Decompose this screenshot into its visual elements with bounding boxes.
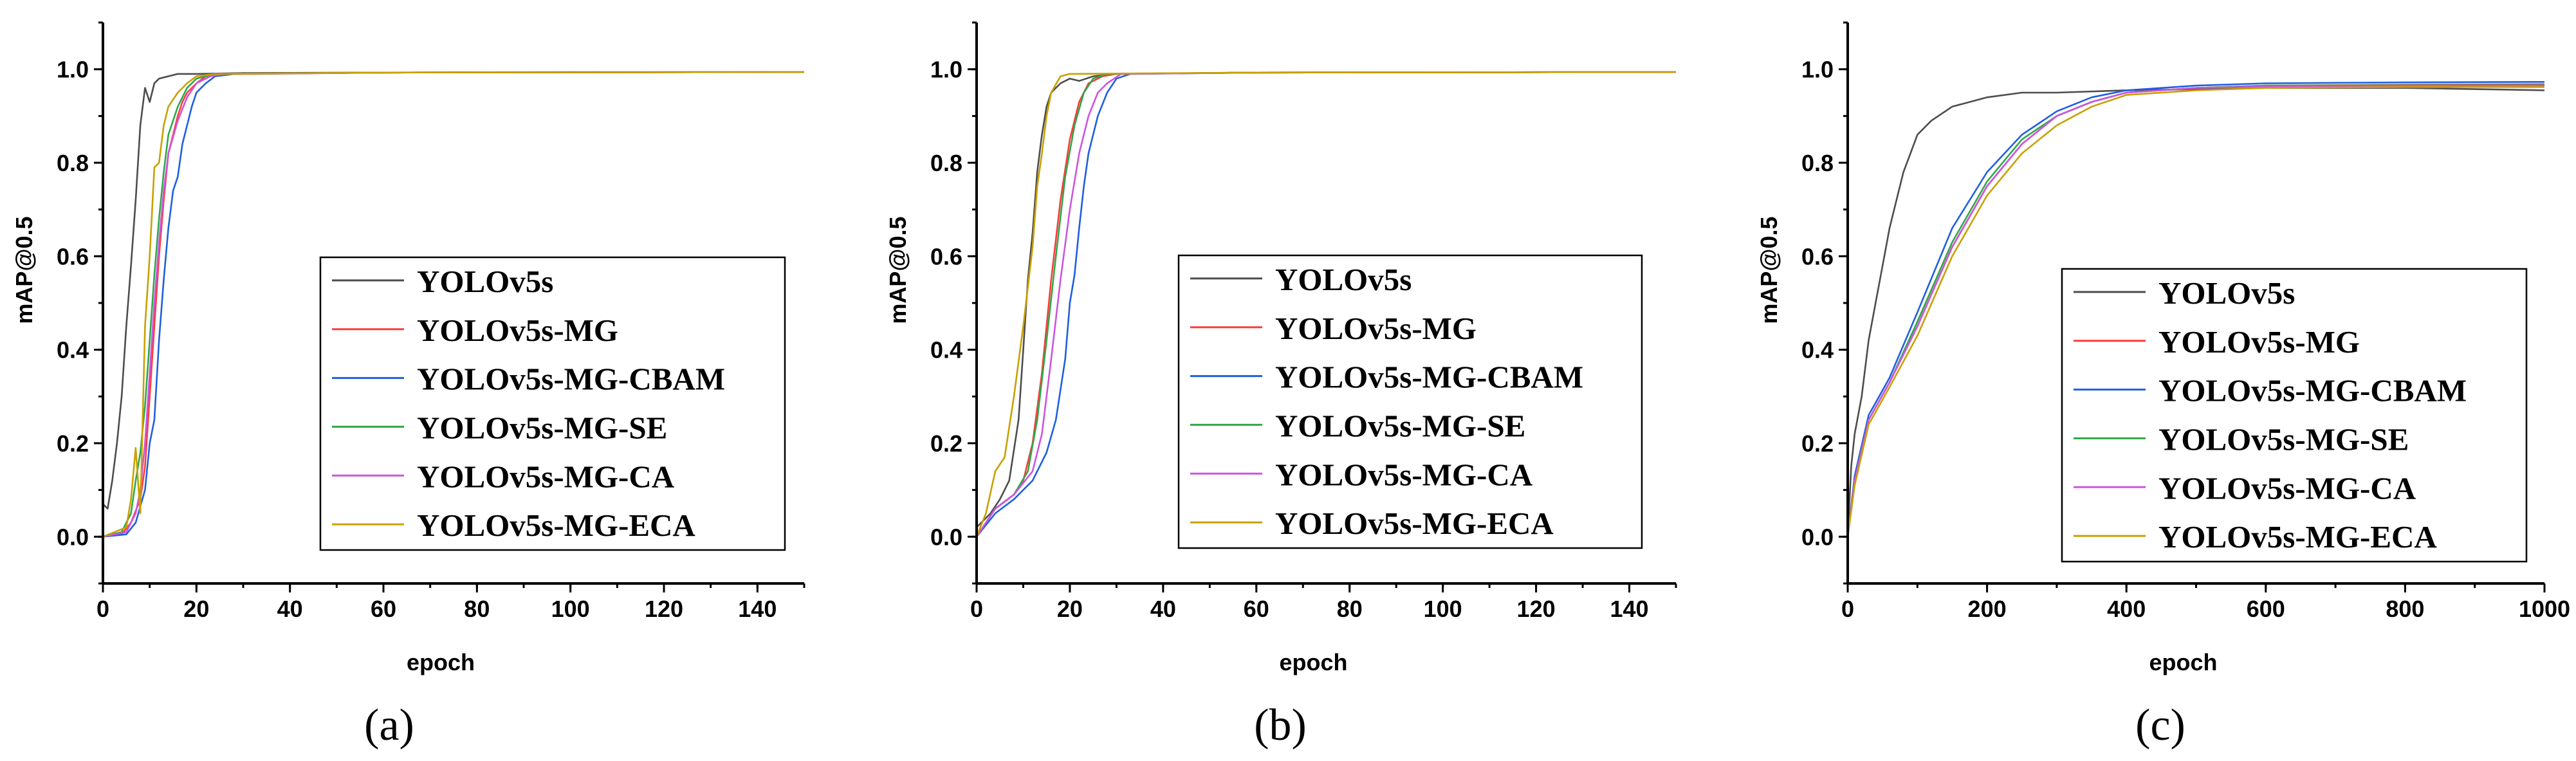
legend-box (2061, 268, 2528, 563)
x-tick-label: 40 (277, 596, 303, 622)
x-tick-label: 140 (738, 596, 777, 622)
x-tick-label: 120 (645, 596, 683, 622)
y-tick-label: 0.8 (1801, 150, 1834, 176)
x-tick-label: 140 (1610, 596, 1648, 622)
legend-label: YOLOv5s (417, 264, 553, 299)
y-tick-label: 0.0 (57, 524, 89, 550)
legend: YOLOv5s YOLOv5s-MG YOLOv5s-MG-CBAM YOLOv5s-… (1177, 254, 1643, 549)
y-axis-title: mAP@0.5 (11, 216, 37, 324)
y-tick-label: 1.0 (930, 57, 962, 83)
legend-label: YOLOv5s-MG (417, 313, 618, 348)
series-group (1848, 81, 2544, 537)
x-axis-title: epoch (1279, 649, 1347, 675)
y-tick-label: 0.0 (930, 524, 962, 550)
series-line-yolov5s (1848, 87, 2544, 537)
series-line-yolov5s-mg-ca (1848, 84, 2544, 537)
x-tick-label: 80 (464, 596, 490, 622)
legend-box (319, 256, 786, 551)
legend-label: YOLOv5s-MG-SE (1275, 408, 1525, 443)
y-tick-label: 0.8 (57, 150, 89, 176)
legend-label: YOLOv5s-MG-CA (2158, 470, 2416, 506)
x-tick-label: 400 (2107, 596, 2146, 622)
y-tick-label: 0.2 (1801, 430, 1834, 457)
legend-label: YOLOv5s-MG-CBAM (2158, 373, 2467, 408)
legend-box (1177, 254, 1643, 549)
legend-label: YOLOv5s-MG-CA (417, 459, 675, 494)
y-tick-label: 0.6 (1801, 243, 1834, 270)
y-tick-label: 0.4 (1801, 337, 1834, 363)
series-line-yolov5s-mg-cbam (103, 71, 804, 538)
chart-panel-3: 0.0 0.2 0.4 0.6 0.8 1.0 0 200 400 600 800 1000 epoch… (1756, 21, 2570, 750)
legend-label: YOLOv5s (2158, 275, 2295, 311)
x-axis-title: epoch (407, 649, 475, 675)
chart-panel-1: 0.0 0.2 0.4 0.6 0.8 1.0 0 20 40 60 80 100 120 140 epoc… (11, 21, 805, 750)
panel-label: (b) (1254, 701, 1307, 750)
legend-label: YOLOv5s-MG-ECA (1275, 506, 1554, 541)
x-tick-label: 100 (1424, 596, 1462, 622)
legend-label: YOLOv5s (1275, 262, 1412, 297)
legend-label: YOLOv5s-MG-ECA (417, 508, 695, 543)
legend-label: YOLOv5s-MG (1275, 311, 1477, 346)
y-tick-label: 0.6 (57, 243, 89, 270)
y-tick-label: 0.2 (57, 430, 89, 457)
series-line-yolov5s-mg-se (103, 71, 804, 538)
x-tick-label: 0 (1841, 596, 1854, 622)
y-tick-label: 0.0 (1801, 524, 1834, 550)
x-tick-label: 20 (183, 596, 209, 622)
x-tick-label: 60 (371, 596, 396, 622)
y-tick-label: 0.2 (930, 430, 962, 457)
x-tick-label: 60 (1244, 596, 1269, 622)
y-axis-title: mAP@0.5 (885, 216, 911, 324)
x-tick-label: 1000 (2519, 596, 2570, 622)
legend-label: YOLOv5s-MG-SE (2158, 421, 2409, 457)
series-line-yolov5s-mg-eca (977, 71, 1676, 537)
x-tick-label: 800 (2386, 596, 2424, 622)
legend: YOLOv5s YOLOv5s-MG YOLOv5s-MG-CBAM YOLOv5s-… (2061, 268, 2528, 563)
y-axis-title: mAP@0.5 (1756, 216, 1782, 324)
series-group (977, 71, 1676, 538)
x-tick-label: 600 (2247, 596, 2285, 622)
series-line-yolov5s-mg-cbam (1848, 81, 2544, 537)
series-line-yolov5s-mg-cbam (977, 71, 1676, 538)
series-group (103, 71, 804, 538)
y-tick-label: 1.0 (57, 57, 89, 83)
legend-label: YOLOv5s-MG-CBAM (417, 362, 725, 397)
y-tick-label: 0.4 (57, 337, 89, 363)
y-tick-label: 0.4 (930, 337, 962, 363)
x-tick-label: 100 (551, 596, 590, 622)
legend-label: YOLOv5s-MG-CBAM (1275, 360, 1583, 395)
legend-label: YOLOv5s-MG-SE (417, 410, 667, 445)
y-tick-label: 0.8 (930, 150, 962, 176)
series-line-yolov5s (977, 71, 1676, 528)
panel-label: (a) (364, 701, 414, 750)
x-tick-label: 20 (1057, 596, 1083, 622)
series-line-yolov5s-mg-eca (103, 71, 804, 538)
y-tick-label: 1.0 (1801, 57, 1834, 83)
legend-label: YOLOv5s-MG-CA (1275, 457, 1533, 492)
x-axis-title: epoch (2149, 649, 2217, 675)
legend: YOLOv5s YOLOv5s-MG YOLOv5s-MG-CBAM YOLOv5s-… (319, 256, 786, 551)
chart-panel-2: 0.0 0.2 0.4 0.6 0.8 1.0 0 20 40 60 80 100 120 140 epoc… (885, 21, 1677, 750)
panel-label: (c) (2135, 701, 2185, 750)
x-tick-label: 80 (1337, 596, 1363, 622)
x-tick-label: 0 (97, 596, 109, 622)
legend-label: YOLOv5s-MG (2158, 324, 2360, 360)
x-tick-label: 0 (970, 596, 983, 622)
y-tick-label: 0.6 (930, 243, 962, 270)
series-line-yolov5s-mg-ca (977, 71, 1676, 538)
legend-label: YOLOv5s-MG-ECA (2158, 519, 2437, 555)
x-tick-label: 120 (1517, 596, 1556, 622)
x-tick-label: 200 (1968, 596, 2007, 622)
series-line-yolov5s-mg-eca (1848, 86, 2544, 537)
x-tick-label: 40 (1150, 596, 1176, 622)
